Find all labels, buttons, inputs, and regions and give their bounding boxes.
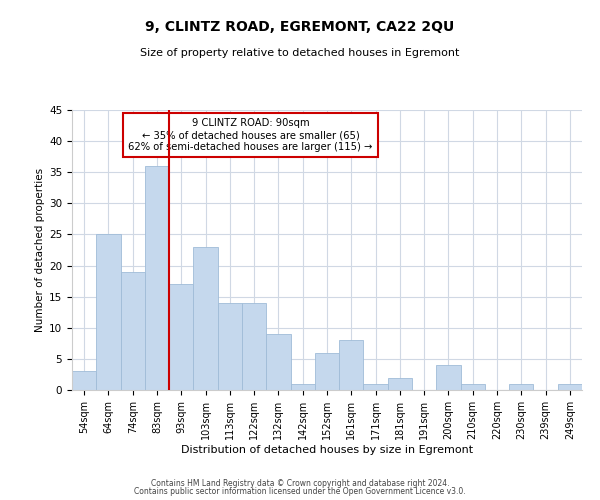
Text: 9, CLINTZ ROAD, EGREMONT, CA22 2QU: 9, CLINTZ ROAD, EGREMONT, CA22 2QU — [145, 20, 455, 34]
Bar — [339, 340, 364, 390]
Bar — [461, 384, 485, 390]
Text: Size of property relative to detached houses in Egremont: Size of property relative to detached ho… — [140, 48, 460, 58]
Bar — [72, 372, 96, 390]
Bar — [315, 352, 339, 390]
Bar — [193, 247, 218, 390]
X-axis label: Distribution of detached houses by size in Egremont: Distribution of detached houses by size … — [181, 444, 473, 454]
Y-axis label: Number of detached properties: Number of detached properties — [35, 168, 45, 332]
Bar — [266, 334, 290, 390]
Bar — [290, 384, 315, 390]
Bar — [218, 303, 242, 390]
Bar — [121, 272, 145, 390]
Bar — [558, 384, 582, 390]
Bar — [388, 378, 412, 390]
Bar — [169, 284, 193, 390]
Bar — [145, 166, 169, 390]
Bar — [242, 303, 266, 390]
Text: 9 CLINTZ ROAD: 90sqm
← 35% of detached houses are smaller (65)
62% of semi-detac: 9 CLINTZ ROAD: 90sqm ← 35% of detached h… — [128, 118, 373, 152]
Bar — [436, 365, 461, 390]
Text: Contains HM Land Registry data © Crown copyright and database right 2024.: Contains HM Land Registry data © Crown c… — [151, 478, 449, 488]
Bar — [509, 384, 533, 390]
Bar — [96, 234, 121, 390]
Text: Contains public sector information licensed under the Open Government Licence v3: Contains public sector information licen… — [134, 487, 466, 496]
Bar — [364, 384, 388, 390]
